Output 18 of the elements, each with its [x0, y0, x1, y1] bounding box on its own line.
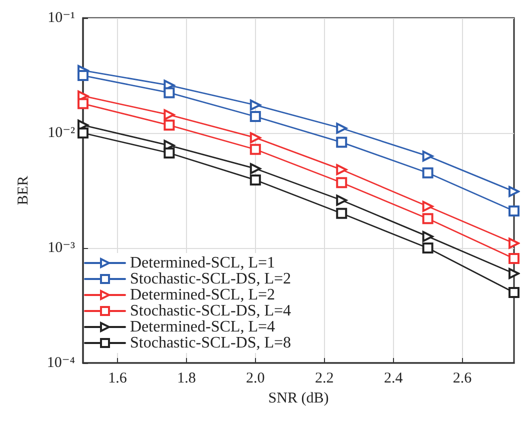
y-axis-title: BER [16, 176, 32, 206]
x-tick-label: 2.0 [246, 370, 265, 386]
y-tick-label: 10⁻² [48, 125, 76, 141]
y-tick-label: 10⁻⁴ [46, 355, 75, 371]
legend-label: Determined-SCL, L=2 [130, 286, 275, 304]
x-axis-title: SNR (dB) [268, 390, 329, 406]
legend-label: Stochastic-SCL-DS, L=2 [130, 270, 292, 288]
y-tick-label: 10⁻³ [48, 240, 76, 256]
legend-label: Determined-SCL, L=1 [130, 254, 275, 272]
legend-label: Determined-SCL, L=4 [130, 318, 275, 336]
legend-label: Stochastic-SCL-DS, L=4 [130, 302, 292, 320]
y-tick-label: 10⁻¹ [48, 10, 75, 26]
legend-label: Stochastic-SCL-DS, L=8 [130, 334, 292, 352]
x-tick-label: 1.6 [108, 370, 128, 386]
x-tick-label: 1.8 [177, 370, 196, 386]
x-tick-label: 2.4 [384, 370, 404, 386]
x-tick-label: 2.2 [314, 370, 334, 386]
x-tick-label: 2.6 [452, 370, 472, 386]
